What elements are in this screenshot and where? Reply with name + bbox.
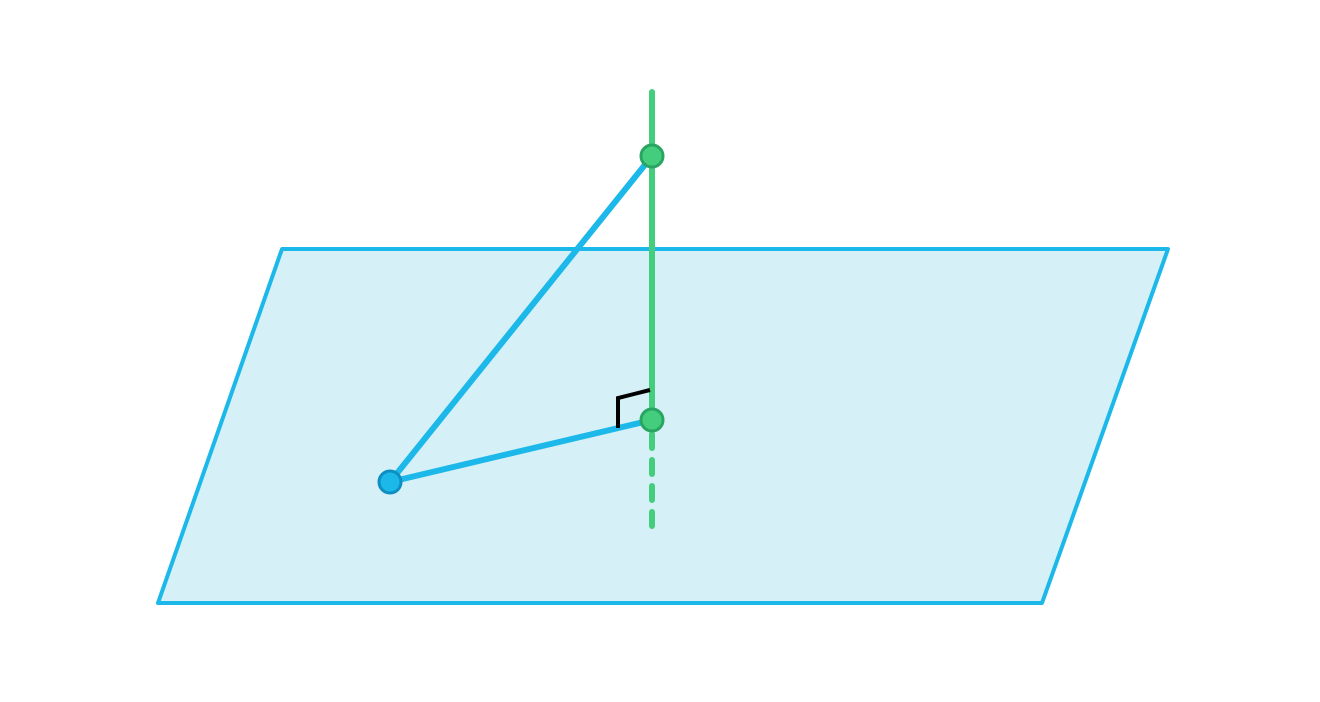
geometric-diagram: [0, 0, 1320, 702]
plane: [158, 249, 1168, 603]
point-middle: [641, 409, 663, 431]
point-bottom-left: [379, 471, 401, 493]
point-top: [641, 145, 663, 167]
